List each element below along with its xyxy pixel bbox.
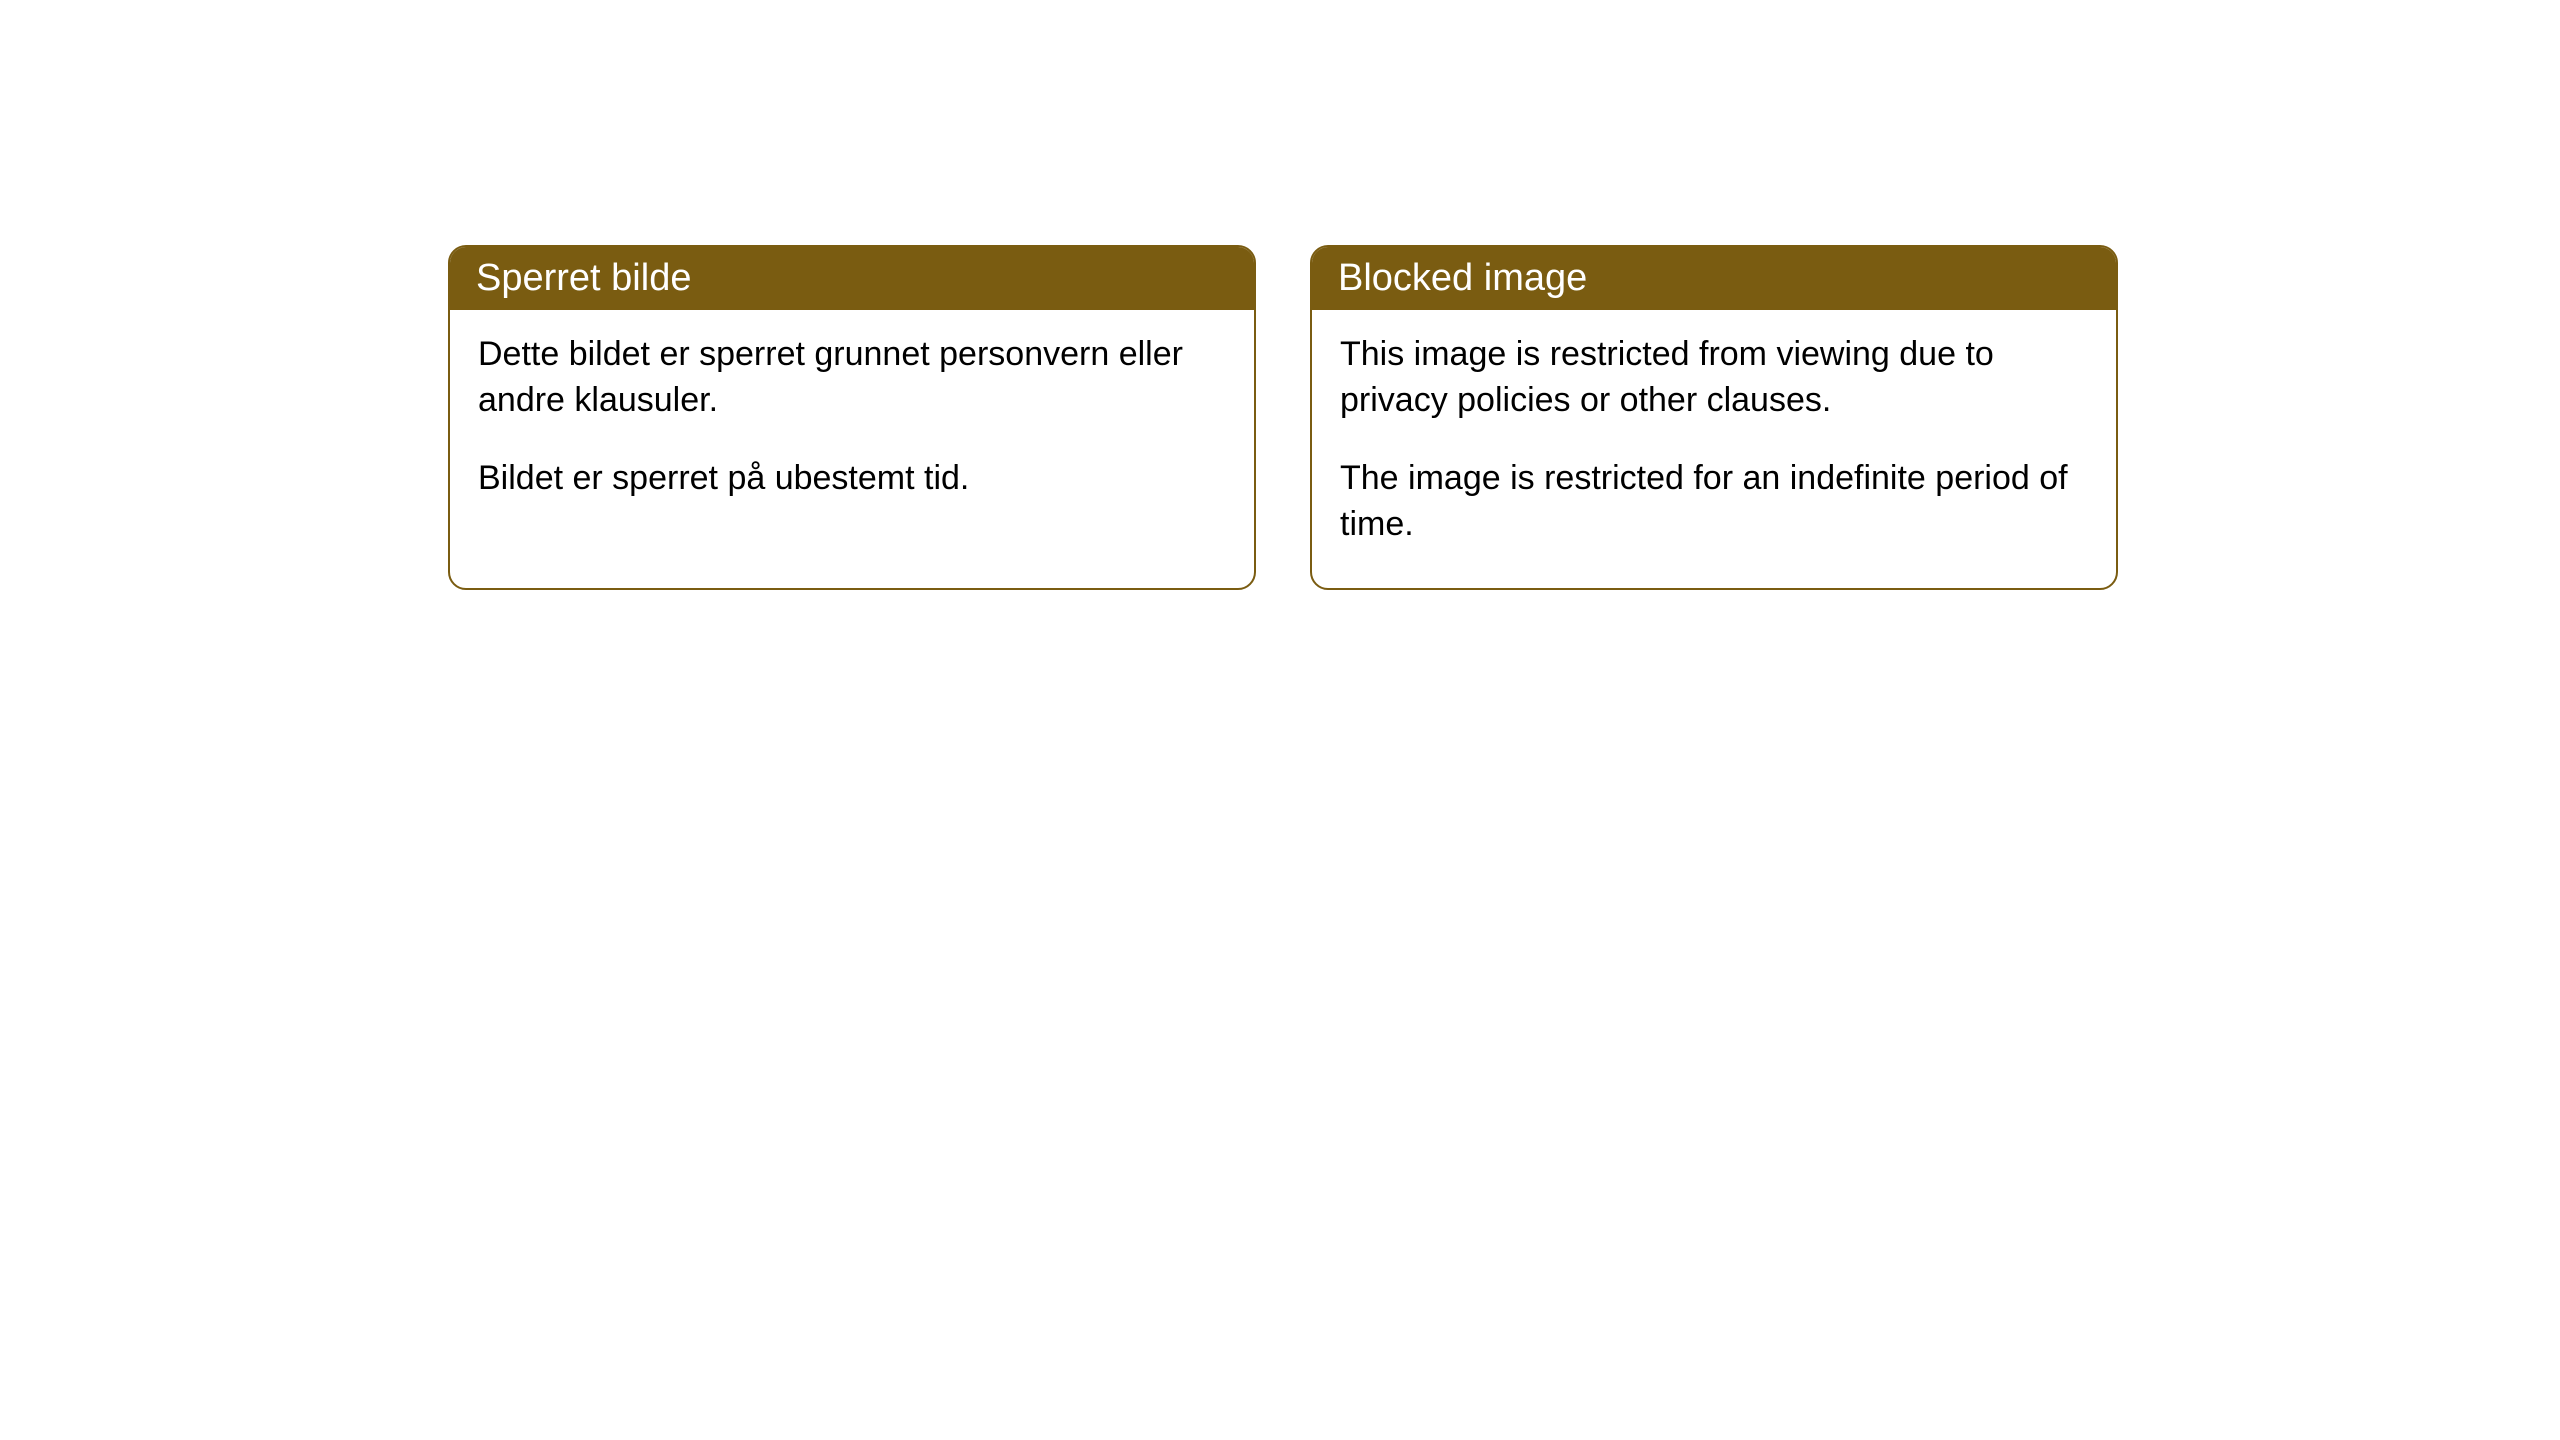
- card-text-en-2: The image is restricted for an indefinit…: [1340, 456, 2088, 548]
- card-text-no-1: Dette bildet er sperret grunnet personve…: [478, 332, 1226, 424]
- card-text-en-1: This image is restricted from viewing du…: [1340, 332, 2088, 424]
- card-body-no: Dette bildet er sperret grunnet personve…: [450, 310, 1254, 542]
- card-header-no: Sperret bilde: [450, 247, 1254, 310]
- blocked-image-card-no: Sperret bilde Dette bildet er sperret gr…: [448, 245, 1256, 590]
- card-text-no-2: Bildet er sperret på ubestemt tid.: [478, 456, 1226, 502]
- card-title-no: Sperret bilde: [476, 257, 691, 299]
- blocked-image-card-en: Blocked image This image is restricted f…: [1310, 245, 2118, 590]
- card-title-en: Blocked image: [1338, 257, 1587, 299]
- card-header-en: Blocked image: [1312, 247, 2116, 310]
- card-body-en: This image is restricted from viewing du…: [1312, 310, 2116, 588]
- notice-cards-container: Sperret bilde Dette bildet er sperret gr…: [0, 0, 2560, 590]
